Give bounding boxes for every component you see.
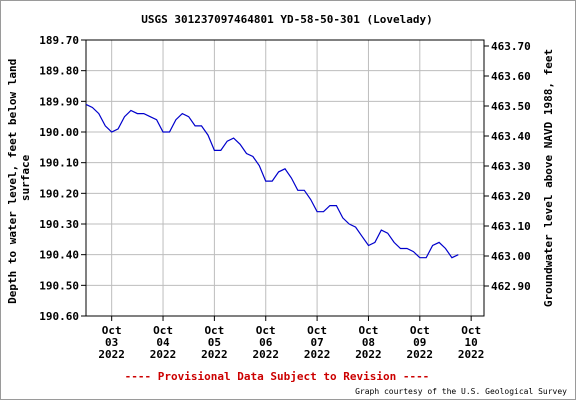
x-tick-label-line: 07 — [310, 336, 323, 349]
x-tick-label-line: Oct — [410, 324, 430, 337]
x-tick-label-line: 06 — [259, 336, 273, 349]
grid-lines — [86, 40, 484, 316]
x-tick-label-line: 2022 — [407, 348, 434, 361]
x-tick-label-line: 2022 — [458, 348, 485, 361]
x-tick-label: Oct 08 2022 — [355, 324, 382, 361]
x-tick-label-line: 03 — [105, 336, 118, 349]
left-tick-label: 190.30 — [39, 218, 79, 231]
x-tick-label-line: Oct — [102, 324, 122, 337]
x-tick-label: Oct 05 2022 — [201, 324, 228, 361]
left-tick-label: 190.00 — [39, 126, 79, 139]
left-tick-label: 189.90 — [39, 95, 79, 108]
left-tick-label: 189.70 — [39, 34, 79, 47]
x-tick-label-line: 2022 — [304, 348, 331, 361]
left-axis-ticks: 189.70 189.80 189.90 190.00 190.10 190.20 190.… — [39, 34, 86, 323]
right-tick-label: 463.50 — [491, 100, 531, 113]
provisional-notice: ---- Provisional Data Subject to Revisio… — [125, 370, 430, 383]
x-tick-label-line: Oct — [307, 324, 327, 337]
x-tick-label: Oct 04 2022 — [150, 324, 177, 361]
left-tick-label: 189.80 — [39, 65, 79, 78]
right-tick-label: 463.60 — [491, 70, 531, 83]
right-tick-label: 463.10 — [491, 220, 531, 233]
x-tick-label: Oct 10 2022 — [458, 324, 485, 361]
x-tick-label: Oct 06 2022 — [252, 324, 279, 361]
left-tick-label: 190.50 — [39, 279, 79, 292]
x-tick-label-line: 2022 — [150, 348, 177, 361]
x-tick-label-line: 04 — [156, 336, 170, 349]
right-tick-label: 463.20 — [491, 190, 531, 203]
left-axis-title-line-2: surface — [19, 154, 32, 201]
x-tick-label-line: 2022 — [252, 348, 279, 361]
x-tick-label: Oct 09 2022 — [407, 324, 434, 361]
right-tick-label: 463.70 — [491, 40, 531, 53]
left-axis-title: Depth to water level, feet below land su… — [6, 52, 32, 304]
x-tick-label-line: 10 — [465, 336, 478, 349]
right-axis-title: Groundwater level above NAVD 1988, feet — [542, 49, 555, 307]
left-tick-label: 190.60 — [39, 310, 79, 323]
right-tick-label: 463.40 — [491, 130, 531, 143]
chart-title: USGS 301237097464801 YD-58-50-301 (Lovel… — [141, 13, 432, 26]
x-tick-label-line: Oct — [359, 324, 379, 337]
plot-area — [86, 40, 484, 316]
right-tick-label: 462.90 — [491, 280, 531, 293]
x-tick-label-line: 2022 — [98, 348, 125, 361]
right-tick-label: 463.00 — [491, 250, 531, 263]
x-tick-label-line: 08 — [362, 336, 375, 349]
plot-border — [85, 39, 485, 317]
series-line-water-level — [85, 103, 459, 259]
x-tick-label-line: 05 — [208, 336, 221, 349]
left-tick-label: 190.40 — [39, 249, 79, 262]
x-tick-label: Oct 07 2022 — [304, 324, 331, 361]
x-tick-label-line: Oct — [204, 324, 224, 337]
x-tick-label-line: Oct — [461, 324, 481, 337]
right-axis-ticks: 463.70 463.60 463.50 463.40 463.30 463.20 463.… — [484, 40, 531, 293]
left-tick-label: 190.20 — [39, 187, 79, 200]
x-tick-label-line: Oct — [153, 324, 173, 337]
graph-credit: Graph courtesy of the U.S. Geological Su… — [355, 387, 567, 396]
x-tick-label-line: 09 — [413, 336, 426, 349]
left-tick-label: 190.10 — [39, 157, 79, 170]
x-tick-label-line: 2022 — [201, 348, 228, 361]
left-axis-title-line-1: Depth to water level, feet below land — [6, 59, 19, 304]
right-tick-label: 463.30 — [491, 160, 531, 173]
x-tick-label: Oct 03 2022 — [98, 324, 125, 361]
x-tick-label-line: Oct — [256, 324, 276, 337]
x-tick-label-line: 2022 — [355, 348, 382, 361]
